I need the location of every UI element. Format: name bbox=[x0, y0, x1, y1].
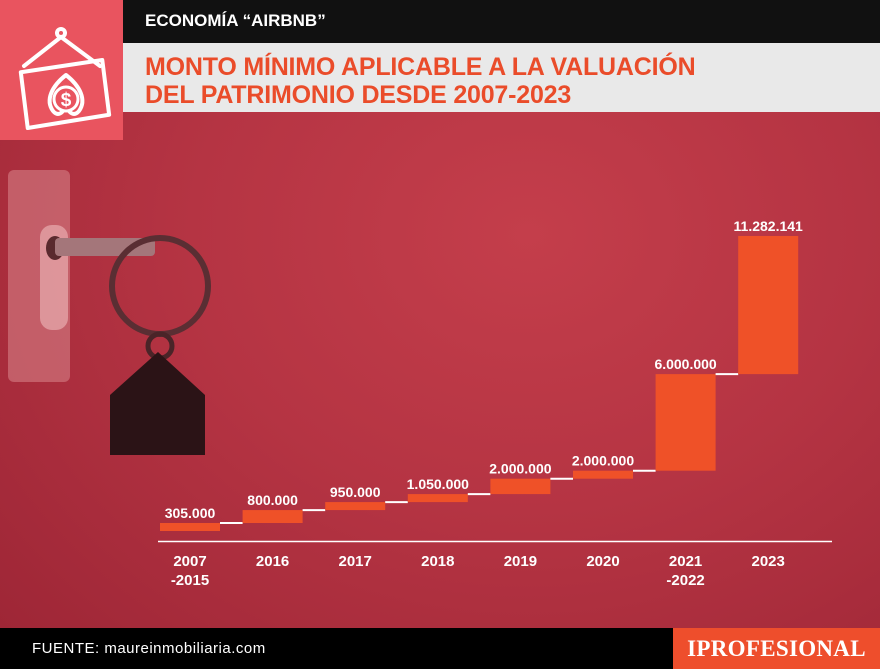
data-label: 2.000.000 bbox=[489, 461, 551, 477]
x-tick-label: 2020 bbox=[586, 553, 619, 570]
x-tick-label: 2007 -2015 bbox=[171, 553, 209, 589]
bar bbox=[160, 523, 220, 531]
data-label: 800.000 bbox=[247, 492, 298, 508]
footer-bar: FUENTE: maureinmobiliaria.com IPROFESION… bbox=[0, 628, 880, 669]
x-tick-label: 2018 bbox=[421, 553, 454, 570]
chart-title-line-1: MONTO MÍNIMO APLICABLE A LA VALUACIÓN bbox=[145, 53, 696, 81]
bar-chart: 305.000 2007 -2015 800.000 2016 950.000 2017 1.… bbox=[160, 218, 804, 589]
brand-logo: IPROFESIONAL bbox=[673, 628, 880, 669]
badge-panel: $ bbox=[0, 0, 123, 140]
bar bbox=[242, 510, 303, 523]
house-dollar-icon: $ bbox=[18, 27, 112, 130]
x-tick-label: 2021 -2022 bbox=[666, 553, 704, 589]
data-label: 2.000.000 bbox=[572, 453, 634, 469]
key-house-keychain-icon bbox=[8, 170, 211, 455]
svg-text:$: $ bbox=[61, 90, 72, 111]
data-label: 950.000 bbox=[330, 484, 381, 500]
data-label: 1.050.000 bbox=[407, 476, 469, 492]
x-tick-label: 2016 bbox=[256, 553, 289, 570]
x-tick-label: 2017 bbox=[339, 553, 372, 570]
title-box: MONTO MÍNIMO APLICABLE A LA VALUACIÓN DE… bbox=[123, 43, 880, 112]
bar bbox=[573, 470, 633, 479]
data-label: 11.282.141 bbox=[734, 218, 804, 234]
source-text: FUENTE: maureinmobiliaria.com bbox=[32, 640, 266, 657]
section-kicker: ECONOMÍA “AIRBNB” bbox=[145, 11, 326, 30]
bar bbox=[738, 236, 799, 375]
bar bbox=[407, 494, 468, 503]
data-label: 305.000 bbox=[165, 505, 216, 521]
data-label: 6.000.000 bbox=[654, 356, 716, 372]
top-bar bbox=[0, 0, 880, 43]
bar bbox=[655, 374, 716, 471]
bar bbox=[490, 478, 551, 495]
x-tick-label: 2023 bbox=[752, 553, 785, 570]
x-tick-label: 2019 bbox=[504, 553, 537, 570]
chart-title-line-2: DEL PATRIMONIO DESDE 2007-2023 bbox=[145, 81, 572, 109]
bar bbox=[325, 502, 386, 511]
